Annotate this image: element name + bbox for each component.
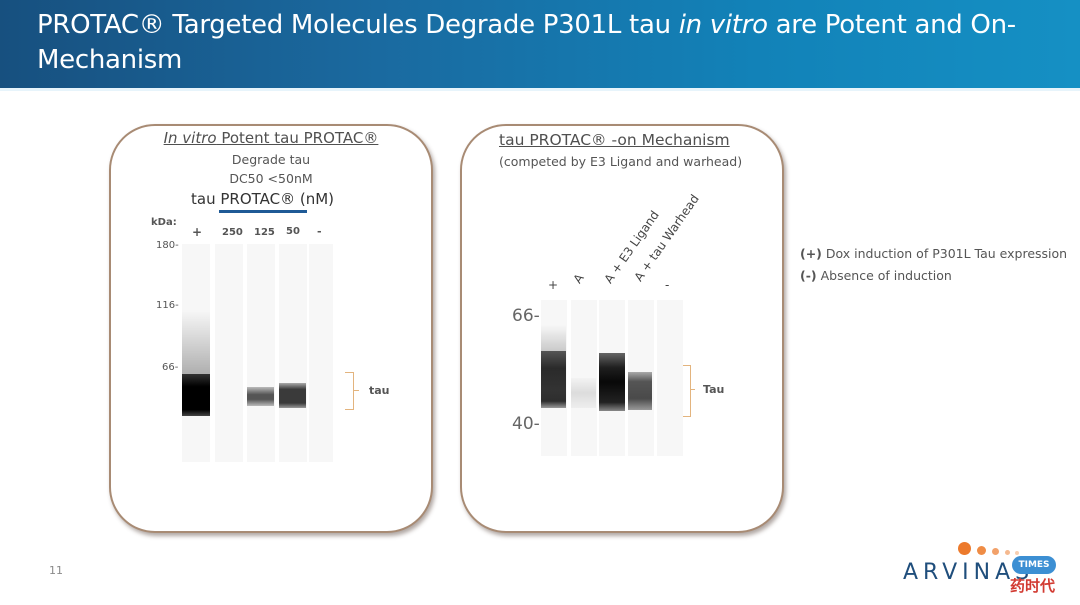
legend-plus-symbol: (+) bbox=[800, 246, 822, 261]
watermark-badge: TIMES bbox=[1012, 556, 1056, 574]
tau-band-lane-4 bbox=[279, 383, 306, 408]
logo-dot-2 bbox=[977, 546, 986, 555]
mw-marker-116: 116- bbox=[156, 300, 179, 311]
tau-smear-lane-1 bbox=[182, 310, 210, 376]
tau-band-label: tau bbox=[369, 384, 390, 397]
potency-subtitle-2: DC50 <50nM bbox=[229, 171, 313, 186]
kda-label: kDa: bbox=[151, 217, 177, 228]
tau-band-lane-warhead bbox=[628, 372, 652, 410]
logo-dot-1 bbox=[958, 542, 971, 555]
tau-bracket-right bbox=[683, 365, 691, 417]
mw-marker-40-right: 40- bbox=[512, 414, 540, 434]
blot-lane-3 bbox=[247, 244, 275, 462]
lane-label-1: + bbox=[192, 225, 203, 239]
mechanism-panel-subtitle: (competed by E3 Ligand and warhead) bbox=[499, 154, 743, 169]
logo-dot-3 bbox=[992, 548, 999, 555]
title-italic: In vitro bbox=[163, 129, 217, 147]
lane-label-2: 250 bbox=[222, 227, 243, 238]
mw-marker-180: 180- bbox=[156, 240, 179, 251]
header-divider bbox=[0, 88, 1080, 91]
dose-underline bbox=[219, 210, 307, 213]
tau-bracket-tick-right bbox=[690, 389, 695, 390]
blot2-lane-5 bbox=[657, 300, 683, 456]
tau-band-lane-e3 bbox=[599, 353, 625, 411]
potency-subtitle-1: Degrade tau bbox=[231, 152, 311, 167]
tau-bracket bbox=[345, 372, 354, 410]
logo-wordmark: ARVINAS bbox=[903, 560, 1035, 585]
tau-bracket-tick bbox=[353, 390, 359, 391]
title-rest: Potent tau PROTAC® bbox=[216, 129, 379, 147]
tau-band-lane-3 bbox=[247, 387, 274, 406]
lane-label-4: 50 bbox=[286, 226, 300, 237]
slide-title: PROTAC® Targeted Molecules Degrade P301L… bbox=[37, 8, 1067, 78]
mechanism-panel-title: tau PROTAC® -on Mechanism bbox=[499, 131, 730, 149]
lane-label-plus: + bbox=[548, 278, 559, 292]
lane-label-minus: - bbox=[665, 278, 670, 292]
lane-label-5: - bbox=[317, 225, 322, 238]
tau-band-lane-plus bbox=[541, 351, 566, 408]
mw-marker-66-right: 66- bbox=[512, 306, 540, 326]
legend-minus-text: Absence of induction bbox=[816, 268, 952, 283]
legend-plus-text: Dox induction of P301L Tau expression bbox=[821, 246, 1068, 261]
title-text-1: PROTAC® Targeted Molecules Degrade P301L… bbox=[37, 10, 679, 40]
blot-lane-2 bbox=[215, 244, 243, 462]
title-italic: in vitro bbox=[678, 10, 768, 40]
dose-axis-label: tau PROTAC® (nM) bbox=[191, 190, 335, 208]
legend-minus-symbol: (-) bbox=[800, 268, 817, 283]
potency-panel-title: In vitro Potent tau PROTAC® bbox=[109, 129, 433, 147]
tau-band-lane-1 bbox=[182, 374, 210, 416]
tau-band-lane-a bbox=[571, 378, 596, 408]
potency-panel bbox=[109, 124, 433, 533]
title-text-2: are Potent and On-Mechanism bbox=[37, 10, 1016, 75]
legend-minus: (-) Absence of induction bbox=[800, 268, 952, 283]
blot-lane-4 bbox=[279, 244, 307, 462]
logo-dot-5 bbox=[1015, 551, 1019, 555]
lane-label-3: 125 bbox=[254, 227, 275, 238]
legend-plus: (+) Dox induction of P301L Tau expressio… bbox=[800, 246, 1067, 261]
tau-band-label-right: Tau bbox=[703, 383, 725, 396]
mw-marker-66: 66- bbox=[162, 362, 179, 373]
logo-dot-4 bbox=[1005, 550, 1010, 555]
watermark-chinese: 药时代 bbox=[1010, 577, 1056, 595]
tau-smear-lane-plus bbox=[541, 325, 566, 353]
blot-lane-5 bbox=[309, 244, 333, 462]
blot-lane-1 bbox=[182, 244, 210, 462]
slide-header: PROTAC® Targeted Molecules Degrade P301L… bbox=[0, 0, 1080, 88]
page-number: 11 bbox=[49, 564, 63, 577]
